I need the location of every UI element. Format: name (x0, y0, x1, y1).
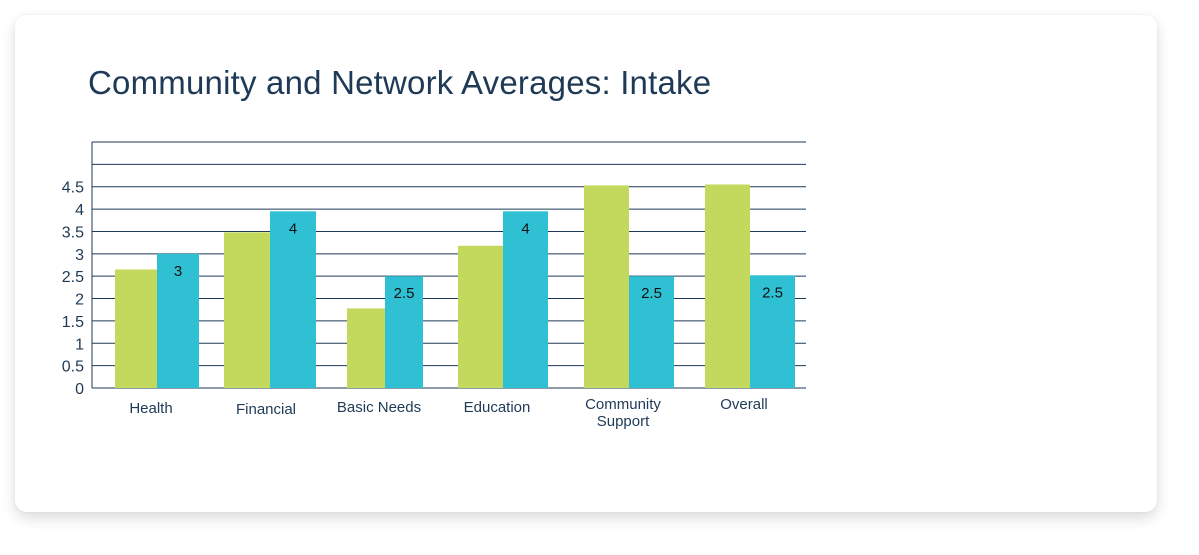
x-tick-label: Financial (236, 401, 296, 418)
y-tick-label: 3.5 (62, 224, 84, 241)
data-label: 2.5 (394, 285, 415, 302)
y-tick-label: 2 (75, 292, 84, 309)
x-tick-label: Community (585, 396, 661, 413)
bar-series-2 (503, 211, 548, 388)
y-tick-label: 2.5 (62, 269, 84, 286)
y-tick-label: 1 (75, 336, 84, 353)
y-tick-label: 0.5 (62, 359, 84, 376)
bar-series-1 (347, 308, 385, 388)
x-tick-label: Overall (720, 396, 768, 413)
data-label: 2.5 (641, 285, 662, 302)
data-label: 4 (521, 220, 529, 237)
x-tick-label: Health (129, 400, 172, 417)
bar-series-1 (458, 245, 503, 388)
data-label: 2.5 (762, 284, 783, 301)
x-tick-label: Basic Needs (337, 399, 421, 416)
bar-series-1 (224, 232, 270, 388)
data-label: 4 (289, 220, 297, 237)
data-label: 3 (174, 263, 182, 280)
bar-series-1 (705, 184, 750, 388)
bar-series-1 (115, 269, 157, 388)
x-tick-label: Support (597, 413, 650, 430)
bar-series-2 (750, 275, 795, 388)
y-tick-label: 4.5 (62, 180, 84, 197)
y-tick-label: 4 (75, 202, 84, 219)
bar-series-2 (270, 211, 316, 388)
y-tick-label: 0 (75, 381, 84, 398)
bar-series-1 (584, 185, 629, 388)
chart-title: Community and Network Averages: Intake (88, 64, 712, 101)
bar-series-2 (157, 253, 199, 388)
x-tick-label: Education (464, 399, 531, 416)
bar-series-2 (385, 276, 423, 388)
y-tick-label: 3 (75, 247, 84, 264)
bar-series-2 (629, 276, 674, 388)
y-tick-label: 1.5 (62, 314, 84, 331)
